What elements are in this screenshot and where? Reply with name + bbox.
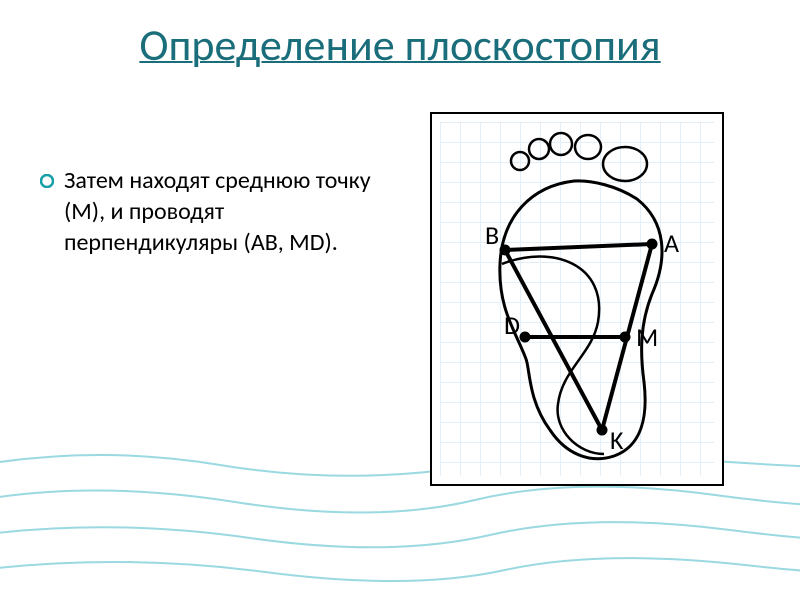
label-M: M [636, 321, 658, 353]
foot-arch-curve [502, 256, 604, 454]
label-K: K [610, 424, 624, 456]
foot-diagram: A B D M K [430, 112, 724, 486]
line-AB [505, 244, 652, 250]
toe-4 [529, 139, 549, 159]
title-text: Определение плоскостопия [139, 18, 660, 72]
toe-3 [550, 133, 572, 155]
toe-5 [511, 152, 529, 170]
foot-svg: A B D M K [432, 114, 722, 484]
point-K [597, 425, 608, 436]
point-D [520, 332, 531, 343]
slide-title: Определение плоскостопия [0, 18, 800, 72]
body-bullet: Затем находят среднюю точку (М), и прово… [40, 165, 375, 259]
toe-2 [575, 135, 601, 159]
point-M [620, 332, 631, 343]
point-A [647, 239, 658, 250]
bullet-dot-icon [40, 174, 54, 188]
toe-big [603, 147, 647, 181]
label-A: A [664, 227, 679, 259]
foot-outline [500, 181, 662, 459]
bullet-text: Затем находят среднюю точку (М), и прово… [64, 165, 375, 259]
point-B [500, 245, 511, 256]
label-B: B [485, 219, 499, 251]
label-D: D [504, 309, 520, 341]
